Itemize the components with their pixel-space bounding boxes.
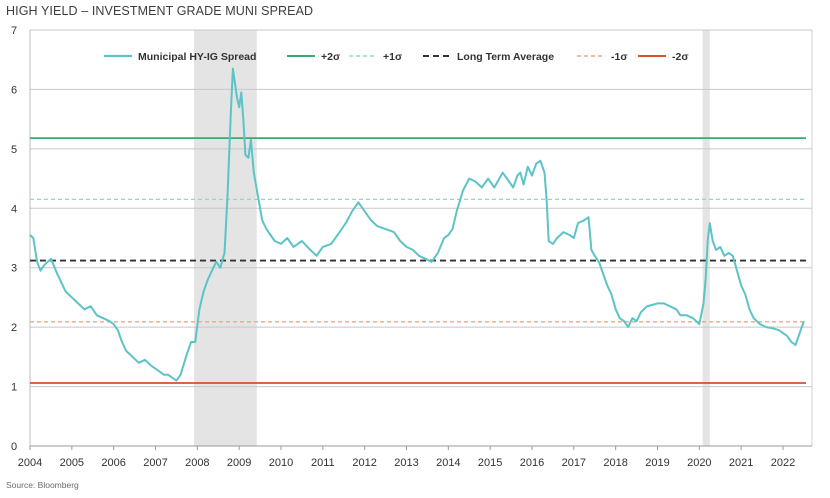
x-tick-label-2005: 2005: [60, 457, 84, 469]
legend-label-3: +1σ: [383, 51, 402, 63]
x-tick-label-2012: 2012: [352, 457, 376, 469]
x-tick-label-2020: 2020: [687, 457, 711, 469]
x-tick-label-2015: 2015: [478, 457, 502, 469]
y-tick-label-2: 2: [11, 322, 17, 334]
source-note: Source: Bloomberg: [6, 480, 79, 490]
x-tick-label-2016: 2016: [520, 457, 544, 469]
recession-band-2: [702, 30, 710, 446]
x-tick-label-2010: 2010: [269, 457, 293, 469]
y-tick-label-7: 7: [11, 25, 17, 37]
x-tick-label-2017: 2017: [562, 457, 586, 469]
legend-label-5: -1σ: [611, 51, 628, 63]
y-tick-label-5: 5: [11, 144, 17, 156]
x-tick-label-2007: 2007: [143, 457, 167, 469]
x-tick-label-2014: 2014: [436, 457, 460, 469]
legend-label-1: Municipal HY-IG Spread: [138, 51, 256, 63]
y-tick-label-0: 0: [11, 441, 17, 453]
x-tick-label-2022: 2022: [771, 457, 795, 469]
series-line-1: [29, 67, 805, 382]
chart-title: HIGH YIELD – INVESTMENT GRADE MUNI SPREA…: [6, 4, 314, 18]
y-tick-label-1: 1: [11, 382, 17, 394]
x-tick-label-2008: 2008: [185, 457, 209, 469]
x-tick-label-2011: 2011: [311, 457, 335, 469]
y-tick-label-6: 6: [11, 84, 17, 96]
y-tick-label-3: 3: [11, 263, 17, 275]
x-tick-label-2019: 2019: [645, 457, 669, 469]
legend-label-4: Long Term Average: [457, 51, 554, 63]
x-tick-label-2006: 2006: [101, 457, 125, 469]
legend-label-6: -2σ: [672, 51, 689, 63]
x-tick-label-2021: 2021: [729, 457, 753, 469]
x-tick-label-2018: 2018: [603, 457, 627, 469]
x-tick-label-2004: 2004: [18, 457, 42, 469]
x-tick-label-2009: 2009: [227, 457, 251, 469]
y-tick-label-4: 4: [11, 203, 17, 215]
legend-label-2: +2σ: [321, 51, 340, 63]
x-tick-label-2013: 2013: [394, 457, 418, 469]
